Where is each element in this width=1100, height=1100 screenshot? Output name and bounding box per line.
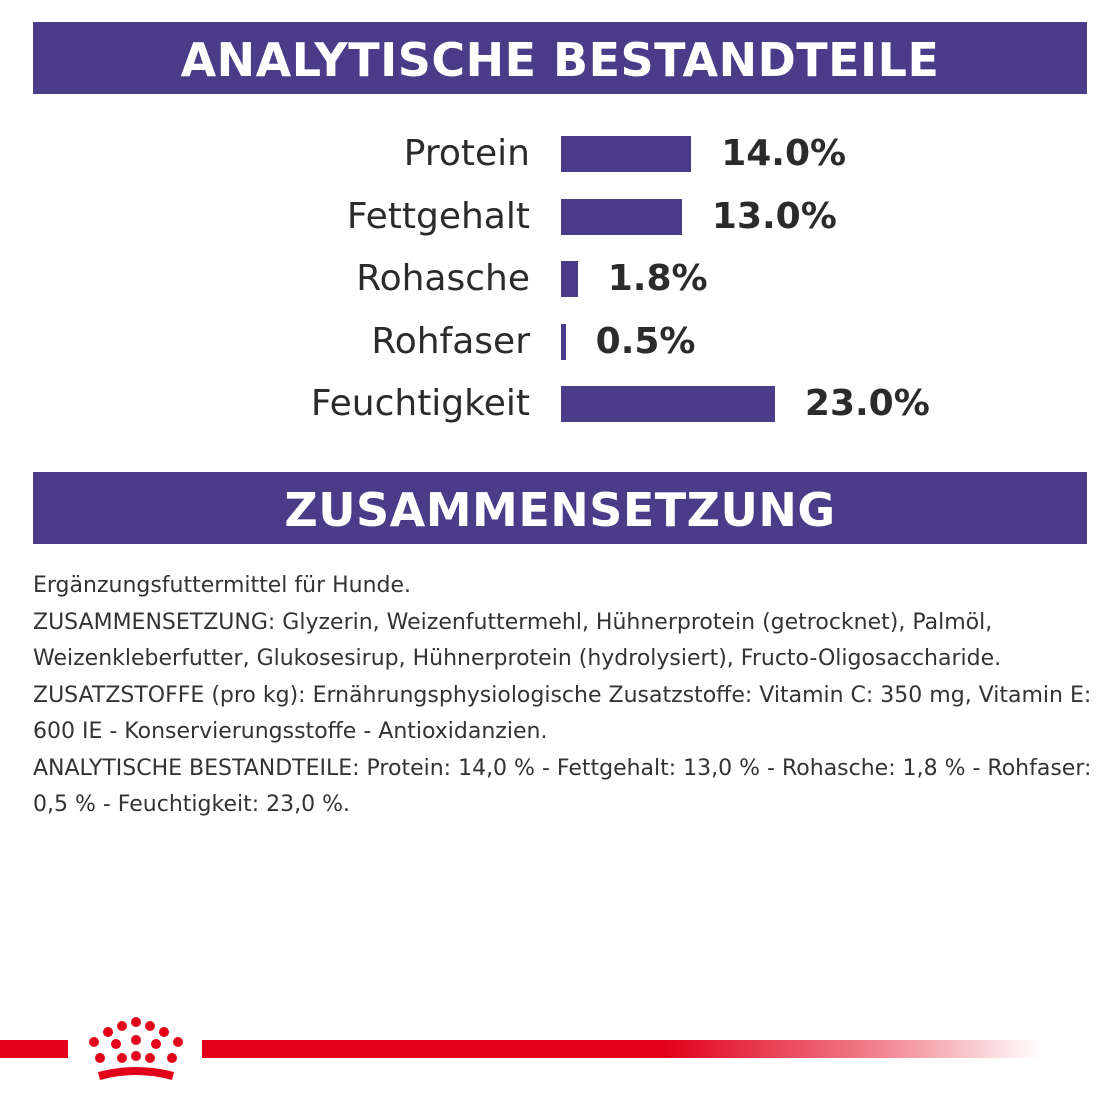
brand-line-left	[0, 1040, 68, 1058]
nutrient-value-feuchtigkeit: 23.0%	[804, 383, 930, 424]
nutrient-bar-fettgehalt	[561, 198, 682, 235]
composition-line-4: ANALYTISCHE BESTANDTEILE: Protein: 14,0 …	[33, 755, 1092, 818]
crown-icon	[89, 1017, 183, 1080]
composition-line-1: Ergänzungsfuttermittel für Hunde.	[33, 573, 412, 598]
nutrient-bar-feuchtigkeit	[561, 386, 775, 422]
nutrient-label-rohfaser: Rohfaser	[371, 320, 530, 362]
nutrient-label-feuchtigkeit: Feuchtigkeit	[310, 383, 530, 424]
analytics-banner: ANALYTISCHE BESTANDTEILE	[33, 22, 1087, 94]
nutrient-bar-protein	[561, 136, 692, 172]
nutrient-bar-rohfaser	[561, 323, 566, 360]
nutrient-value-rohfaser: 0.5%	[595, 320, 696, 362]
composition-banner: ZUSAMMENSETZUNG	[33, 472, 1087, 544]
nutrient-chart: Protein 14.0% Fettgehalt 13.0% Rohasche 1.8% R…	[0, 120, 1100, 440]
nutrient-value-protein: 14.0%	[721, 133, 847, 174]
nutrient-label-rohasche: Rohasche	[356, 258, 530, 299]
nutrient-value-rohasche: 1.8%	[607, 258, 708, 299]
nutrient-bar-rohasche	[561, 261, 578, 297]
nutrient-value-fettgehalt: 13.0%	[711, 195, 837, 237]
nutrient-label-protein: Protein	[403, 133, 530, 174]
composition-line-2: ZUSAMMENSETZUNG: Glyzerin, Weizenfutterm…	[33, 609, 1002, 672]
brand-footer	[0, 1010, 1100, 1090]
composition-line-3: ZUSATZSTOFFE (pro kg): Ernährungsphysiol…	[33, 682, 1092, 745]
nutrient-label-fettgehalt: Fettgehalt	[346, 195, 530, 237]
composition-text: Ergänzungsfuttermittel für Hunde. ZUSAMM…	[33, 568, 1093, 824]
brand-line-right	[202, 1040, 1042, 1058]
